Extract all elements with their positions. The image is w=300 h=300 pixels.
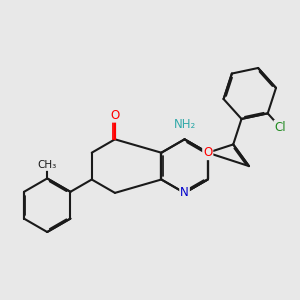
Text: NH₂: NH₂ [173,118,196,131]
Text: N: N [180,186,189,200]
Text: O: O [110,109,120,122]
Text: CH₃: CH₃ [38,160,57,170]
Text: O: O [203,146,212,159]
Text: Cl: Cl [274,121,286,134]
